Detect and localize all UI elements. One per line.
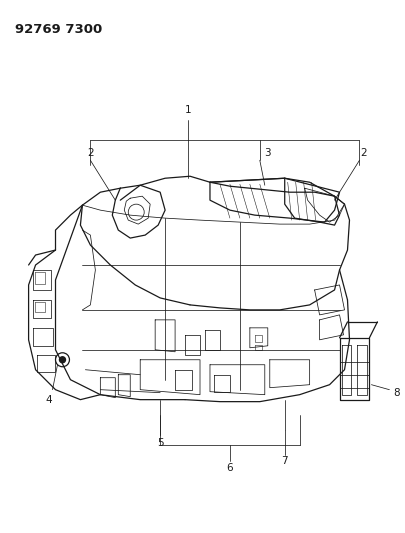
Text: 6: 6	[226, 464, 232, 473]
Text: 92769 7300: 92769 7300	[15, 22, 102, 36]
Text: 1: 1	[184, 106, 191, 116]
Text: 2: 2	[87, 148, 94, 158]
Circle shape	[60, 357, 65, 363]
Text: 8: 8	[392, 387, 399, 398]
Text: 3: 3	[264, 148, 271, 158]
Text: 2: 2	[359, 148, 366, 158]
Text: 4: 4	[45, 394, 52, 405]
Text: 7: 7	[281, 456, 287, 466]
Text: 5: 5	[156, 438, 163, 448]
